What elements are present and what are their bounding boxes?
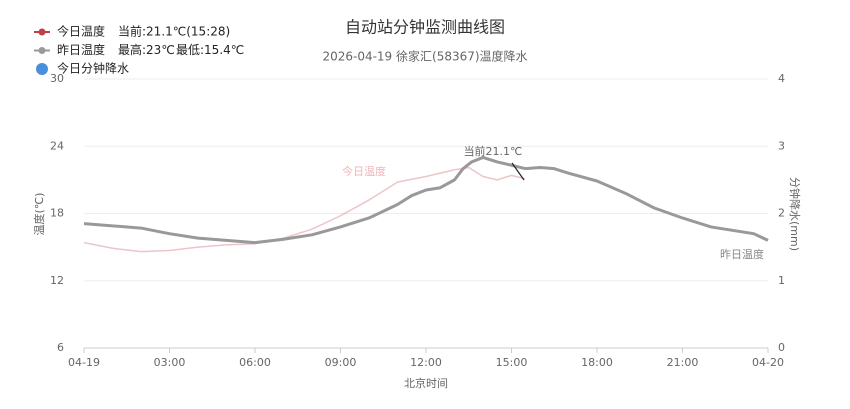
series-line xyxy=(83,155,769,245)
legend-marker xyxy=(38,47,46,54)
x-tick-label: 21:00 xyxy=(667,356,699,369)
y2-tick-label: 0 xyxy=(778,341,785,354)
legend-note: 最高:23℃ xyxy=(118,42,175,57)
x-tick-label: 03:00 xyxy=(154,356,186,369)
annotation: 当前21.1℃ xyxy=(464,144,523,158)
annotation: 昨日温度 xyxy=(720,247,764,261)
x-tick-label: 18:00 xyxy=(581,356,613,369)
y-tick-label: 18 xyxy=(50,207,64,220)
chart-subtitle: 2026-04-19 徐家汇(58367)温度降水 xyxy=(322,49,527,64)
series-line xyxy=(83,166,526,253)
y2-tick-label: 4 xyxy=(778,72,785,85)
y2-axis-label: 分钟降水(mm) xyxy=(788,177,802,251)
legend-note: 当前:21.1℃(15:28) xyxy=(118,24,230,39)
chart-title: 自动站分钟监测曲线图 xyxy=(345,18,505,37)
y-tick-label: 6 xyxy=(57,341,64,354)
annotation: 今日温度 xyxy=(342,164,386,178)
legend-note: 最低:15.4℃ xyxy=(176,43,244,57)
y2-tick-label: 1 xyxy=(778,274,785,287)
y-tick-label: 30 xyxy=(50,72,64,85)
y-tick-label: 12 xyxy=(50,274,64,287)
y2-tick-label: 2 xyxy=(778,207,785,220)
x-tick-label: 15:00 xyxy=(496,356,528,369)
x-tick-label: 04-19 xyxy=(68,356,100,369)
legend-label: 今日分钟降水 xyxy=(57,61,129,76)
x-tick-label: 12:00 xyxy=(410,356,442,369)
legend-label: 昨日温度 xyxy=(57,42,105,57)
legend-marker xyxy=(38,28,46,36)
current-marker xyxy=(511,162,525,181)
y-tick-label: 24 xyxy=(50,139,64,152)
x-tick-label: 06:00 xyxy=(239,356,271,369)
legend-marker xyxy=(36,63,48,75)
x-tick-label: 09:00 xyxy=(325,356,357,369)
legend-label: 今日温度 xyxy=(57,24,105,39)
x-tick-label: 04-20 xyxy=(752,356,784,369)
y-axis-label: 温度(℃) xyxy=(32,193,46,236)
x-axis-label: 北京时间 xyxy=(404,376,448,390)
y2-tick-label: 3 xyxy=(778,139,785,152)
